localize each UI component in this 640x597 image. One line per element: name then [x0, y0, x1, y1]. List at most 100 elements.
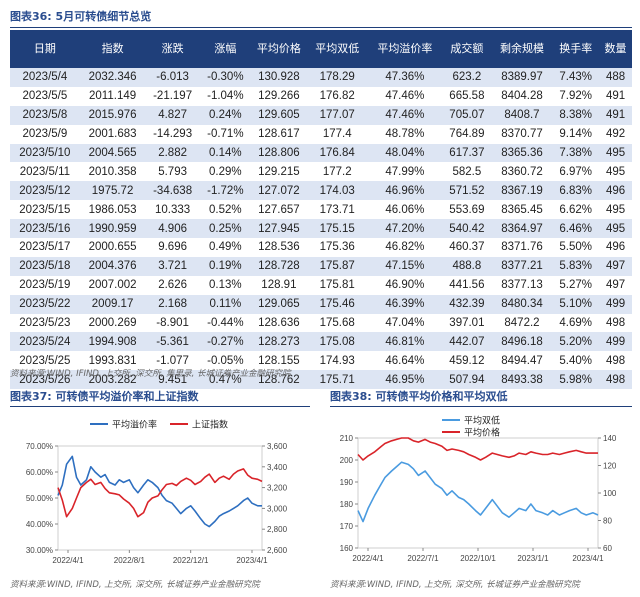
- chart37-source-note: 资料来源:WIND, IFIND, 上交所, 深交所, 长城证券产业金融研究院: [10, 580, 260, 590]
- table-cell: 6.97%: [552, 162, 600, 182]
- table-cell: 8404.28: [491, 86, 553, 106]
- table-cell: 0.47%: [199, 370, 251, 390]
- table-cell: -1.04%: [199, 86, 251, 106]
- table-cell: 177.07: [306, 105, 368, 125]
- chart37-premium-vs-index: 30.00% 40.00% 50.00% 60.00% 70.00% 2,600 2,800…: [26, 419, 288, 566]
- y-right-tick-label: 2,800: [267, 525, 288, 534]
- table-cell: 8480.34: [491, 294, 553, 314]
- table-cell: 498: [599, 370, 632, 390]
- table-cell: 128.806: [250, 143, 307, 163]
- table-cell: 8365.36: [491, 143, 553, 163]
- table-cell: 2009.17: [79, 294, 146, 314]
- table-cell: 46.06%: [367, 200, 443, 220]
- table-cell: 8360.72: [491, 162, 553, 182]
- table-cell: 4.69%: [552, 313, 600, 333]
- table-cell: 5.27%: [552, 275, 600, 295]
- table-cell: 130.928: [250, 68, 307, 87]
- table-title-label: 图表36:: [10, 10, 52, 23]
- table-cell: 8493.38: [491, 370, 553, 390]
- table-cell: 9.451: [145, 370, 200, 390]
- table-cell: 127.945: [250, 219, 307, 239]
- table-cell: 571.52: [442, 181, 492, 201]
- column-header: 数量: [599, 30, 632, 68]
- table-cell: 9.14%: [552, 124, 600, 144]
- table-cell: 0.11%: [199, 294, 251, 314]
- x-tick-label: 2022/4/1: [52, 556, 84, 565]
- table-cell: 175.15: [306, 219, 368, 239]
- x-tick-label: 2022/12/1: [173, 556, 209, 565]
- y-left-tick-label: 180: [340, 500, 354, 509]
- table-cell: 129.266: [250, 86, 307, 106]
- y-left-tick-label: 210: [340, 434, 354, 443]
- table-cell: 2015.976: [79, 105, 146, 125]
- table-cell: 492: [599, 124, 632, 144]
- table-row: 2023/5/22 2009.17 2.168 0.11% 129.065 175.46 4…: [10, 294, 632, 314]
- table-cell: 495: [599, 219, 632, 239]
- y-right-tick-label: 80: [603, 517, 612, 526]
- table-cell: 7.38%: [552, 143, 600, 163]
- table-cell: 47.36%: [367, 68, 443, 87]
- table-cell: -0.71%: [199, 124, 251, 144]
- table-cell: 128.762: [250, 370, 307, 390]
- y-left-tick-label: 50.00%: [26, 494, 53, 503]
- legend-label: 平均双低: [464, 415, 500, 426]
- table-title-text: 5月可转债细节总览: [51, 10, 152, 23]
- y-left-tick-label: 190: [340, 478, 354, 487]
- table-cell: 497: [599, 275, 632, 295]
- table-cell: 178.29: [306, 68, 368, 87]
- table-cell: 1975.72: [79, 181, 146, 201]
- table-cell: 173.71: [306, 200, 368, 220]
- table-cell: 665.58: [442, 86, 492, 106]
- table-cell: 0.25%: [199, 219, 251, 239]
- table-cell: 495: [599, 162, 632, 182]
- table-cell: 128.91: [250, 275, 307, 295]
- table-cell: 8364.97: [491, 219, 553, 239]
- table-cell: 1994.908: [79, 332, 146, 352]
- chart38-title-label: 图表38:: [330, 390, 372, 403]
- table-cell: 496: [599, 181, 632, 201]
- y-right-tick-label: 2,600: [267, 546, 288, 555]
- table-row: 2023/5/11 2010.358 5.793 0.29% 129.215 177.2 4…: [10, 162, 632, 182]
- x-tick-label: 2022/8/1: [114, 556, 146, 565]
- table-cell: 46.82%: [367, 238, 443, 257]
- convertible-bond-table: 日期 指数 涨跌 涨幅 平均价格 平均双低 平均溢价率 成交额 剩余规模 换手率 数量 2023/5…: [10, 30, 632, 390]
- table-cell: 129.215: [250, 162, 307, 182]
- table-cell: 488: [599, 68, 632, 87]
- table-cell: 47.04%: [367, 313, 443, 333]
- table-cell: 46.95%: [367, 370, 443, 390]
- table-cell: -0.44%: [199, 313, 251, 333]
- table-header-row: 日期 指数 涨跌 涨幅 平均价格 平均双低 平均溢价率 成交额 剩余规模 换手率 数量: [10, 30, 632, 68]
- legend-label: 平均溢价率: [112, 419, 157, 430]
- table-cell: 177.2: [306, 162, 368, 182]
- table-cell: 497: [599, 256, 632, 276]
- y-right-tick-label: 3,400: [267, 463, 288, 472]
- table-cell: 617.37: [442, 143, 492, 163]
- y-left-tick-label: 160: [340, 544, 354, 553]
- table-cell: 2007.002: [79, 275, 146, 295]
- table-cell: 1993.831: [79, 351, 146, 371]
- y-right-tick-label: 100: [603, 489, 617, 498]
- table-cell: 2023/5/9: [10, 124, 80, 144]
- table-title: 图表36: 5月可转债细节总览: [10, 8, 151, 24]
- table-cell: 175.87: [306, 256, 368, 276]
- table-cell: 491: [599, 105, 632, 125]
- table-cell: 48.78%: [367, 124, 443, 144]
- table-cell: 582.5: [442, 162, 492, 182]
- table-cell: 8377.13: [491, 275, 553, 295]
- y-right-tick-label: 3,600: [267, 442, 288, 451]
- legend: 平均溢价率 上证指数: [90, 419, 228, 430]
- table-cell: -1.077: [145, 351, 200, 371]
- table-cell: 47.15%: [367, 256, 443, 276]
- table-cell: 499: [599, 294, 632, 314]
- table-cell: 0.13%: [199, 275, 251, 295]
- table-cell: 128.155: [250, 351, 307, 371]
- table-cell: 507.94: [442, 370, 492, 390]
- table-cell: 10.333: [145, 200, 200, 220]
- table-cell: 6.83%: [552, 181, 600, 201]
- y-left-tick-label: 60.00%: [26, 468, 53, 477]
- table-cell: 432.39: [442, 294, 492, 314]
- column-header: 平均双低: [306, 30, 368, 68]
- table-cell: 0.29%: [199, 162, 251, 182]
- series-line-2: [357, 437, 598, 461]
